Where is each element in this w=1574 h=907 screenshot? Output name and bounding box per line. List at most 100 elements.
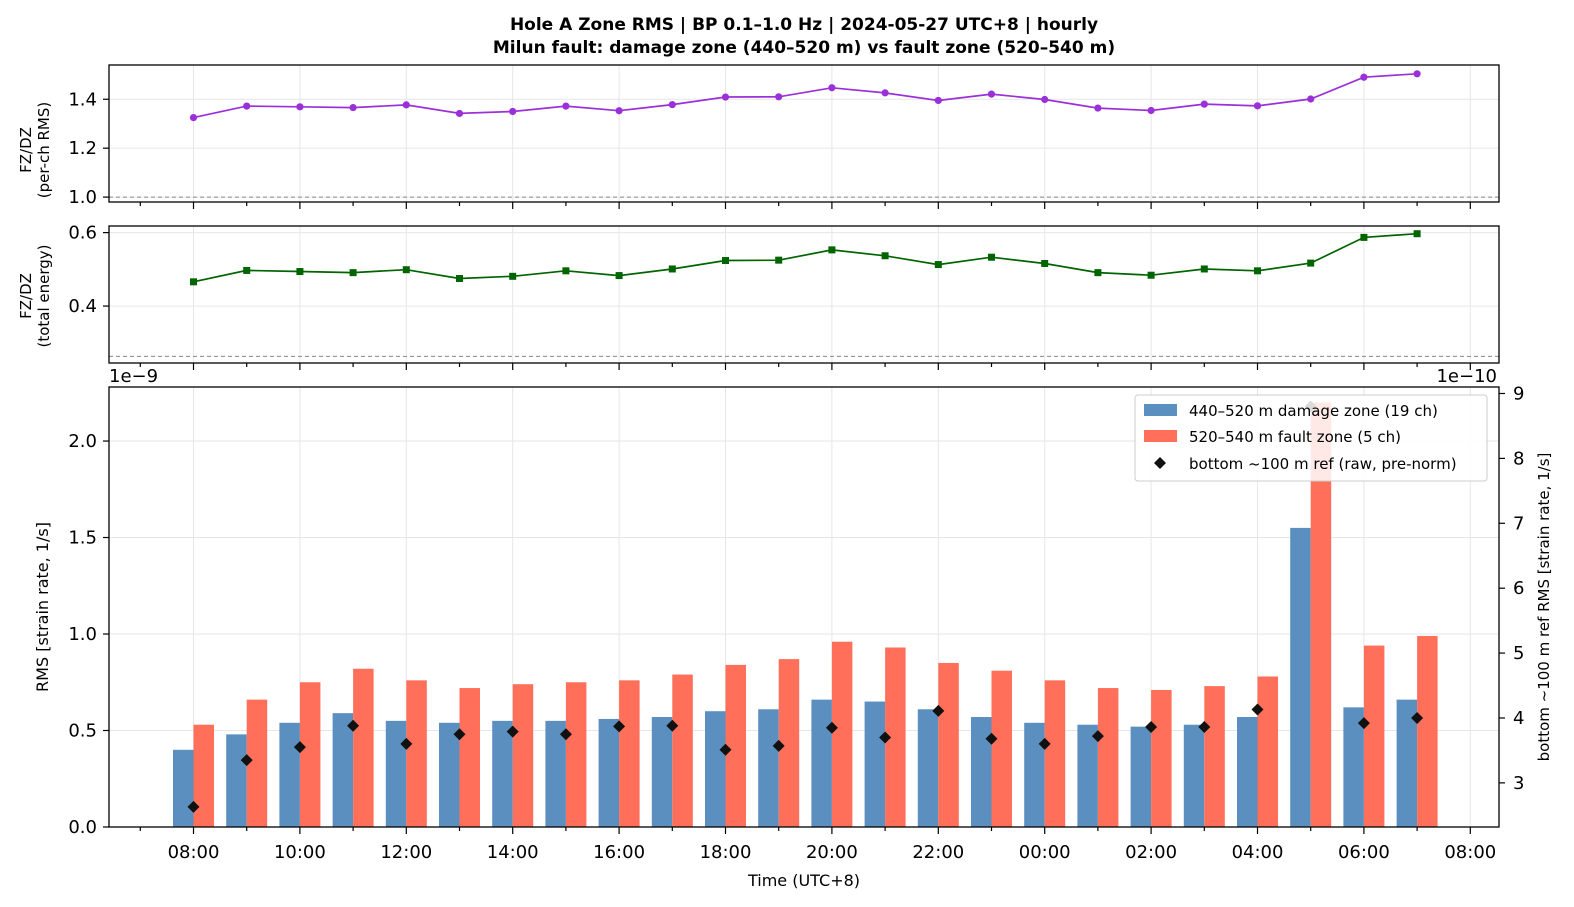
bar-damage-zone — [1130, 726, 1152, 827]
bar-fault-zone — [672, 674, 693, 827]
x-axis-label: Time (UTC+8) — [747, 871, 860, 890]
bar-damage-zone — [279, 722, 300, 827]
bottom-ref-point — [400, 737, 413, 750]
x-tick-label: 20:00 — [806, 842, 858, 863]
bar-fault-zone — [1310, 402, 1332, 827]
bar-fault-zone — [299, 682, 321, 827]
ratio-rms-ylabel-line1: FZ/DZ — [17, 127, 35, 173]
data-point — [562, 102, 570, 110]
data-point — [828, 84, 836, 92]
ratio-energy-panel: 0.4 0.6 FZ/DZ (total energy) — [17, 223, 1500, 370]
ratio-rms-ylabel-line2: (per-ch RMS) — [35, 102, 53, 198]
data-point — [456, 275, 463, 283]
zone-rms-panel: 0.0 0.5 1.0 1.5 2.0 3 4 5 6 7 8 9 08:00 10:00 12:00 1… — [33, 366, 1553, 890]
bottom-ref-point — [1357, 717, 1370, 730]
data-point — [1094, 104, 1102, 112]
data-point — [934, 261, 942, 269]
ratio-energy-grid — [109, 226, 1499, 363]
legend-label-damage-zone: 440–520 m damage zone (19 ch) — [1189, 402, 1438, 420]
bar-fault-zone — [246, 699, 268, 827]
bar-fault-zone — [885, 647, 906, 827]
data-point — [1041, 95, 1049, 104]
y2-tick-label: 6 — [1513, 578, 1524, 599]
figure-title-line1: Hole A Zone RMS | BP 0.1–1.0 Hz | 2024-0… — [510, 15, 1098, 35]
data-point — [934, 96, 942, 105]
bar-damage-zone — [226, 734, 247, 827]
data-point — [1360, 233, 1368, 241]
y-tick-label: 1.5 — [68, 528, 97, 549]
y2-tick-label: 9 — [1513, 383, 1524, 404]
bar-fault-zone — [1044, 680, 1066, 827]
y2-tick-label: 7 — [1513, 513, 1524, 534]
bar-fault-zone — [459, 688, 480, 827]
data-point — [881, 89, 889, 97]
zone-rms-y2-ticks: 3 4 5 6 7 8 9 — [1499, 383, 1524, 794]
data-point — [562, 267, 570, 275]
series-line — [193, 72, 1418, 119]
data-point — [296, 268, 304, 276]
legend: 440–520 m damage zone (19 ch) 520–540 m … — [1134, 394, 1488, 482]
bar-fault-zone — [725, 664, 746, 827]
legend-marker-bottom-ref — [1154, 457, 1166, 469]
bar-damage-zone — [1237, 717, 1258, 827]
ratio-rms-panel: 1.0 1.2 1.4 FZ/DZ (per-ch RMS) — [17, 64, 1500, 209]
y-tick-label: 2.0 — [68, 431, 97, 452]
x-tick-label: 16:00 — [593, 842, 645, 863]
y-tick-label: 1.0 — [68, 187, 97, 208]
ratio-energy-frame — [108, 225, 1500, 364]
data-point — [1307, 259, 1315, 267]
legend-swatch-fault-zone — [1144, 430, 1177, 442]
bottom-ref-point — [1198, 721, 1211, 734]
bar-damage-zone — [439, 722, 460, 827]
x-tick-label: 10:00 — [274, 842, 326, 863]
bar-damage-zone — [1290, 527, 1311, 827]
data-point — [828, 246, 836, 254]
y-tick-label: 0.5 — [68, 721, 97, 742]
ratio-energy-ylabel-line2: (total energy) — [35, 244, 53, 347]
bar-fault-zone — [1363, 645, 1385, 827]
y2-tick-label: 4 — [1513, 708, 1524, 729]
data-point — [1413, 230, 1421, 238]
ratio-rms-y-ticks: 1.0 1.2 1.4 — [68, 89, 109, 208]
bar-damage-zone — [1183, 724, 1205, 827]
bottom-ref-point — [932, 704, 945, 717]
data-point — [349, 103, 357, 112]
data-point — [509, 107, 517, 116]
bar-damage-zone — [811, 699, 832, 827]
x-tick-label: 18:00 — [700, 842, 752, 863]
data-point — [1200, 265, 1208, 273]
bar-fault-zone — [353, 668, 374, 827]
data-point — [668, 101, 676, 109]
data-point — [509, 272, 517, 280]
y2-tick-label: 8 — [1513, 448, 1524, 469]
data-point — [615, 107, 623, 115]
bar-damage-zone — [1343, 707, 1364, 827]
data-point — [243, 102, 251, 110]
bar-damage-zone — [651, 717, 673, 827]
bar-damage-zone — [1396, 699, 1418, 827]
zone-rms-y2label: bottom ~100 m ref RMS [strain rate, 1/s] — [1535, 453, 1553, 762]
y-tick-label: 0.0 — [68, 817, 97, 838]
bar-fault-zone — [512, 684, 534, 827]
y-offset-right: 1e−10 — [1436, 366, 1497, 387]
y2-tick-label: 5 — [1513, 643, 1524, 664]
zone-rms-frame — [108, 386, 1500, 828]
bar-fault-zone — [1204, 686, 1225, 827]
x-tick-label: 08:00 — [168, 842, 220, 863]
bar-damage-zone — [173, 749, 194, 827]
ratio-energy-series — [190, 230, 1421, 286]
bar-fault-zone — [1257, 676, 1278, 827]
series-line — [193, 232, 1418, 283]
data-point — [1041, 259, 1049, 267]
bar-damage-zone — [758, 709, 779, 827]
data-point — [455, 109, 464, 118]
bar-damage-zone — [545, 720, 566, 827]
bottom-ref-point — [240, 754, 253, 767]
bar-damage-zone — [385, 720, 407, 827]
bottom-ref-point — [1038, 737, 1051, 750]
bar-damage-zone — [1077, 724, 1098, 827]
bar-fault-zone — [778, 659, 800, 827]
bar-damage-zone — [492, 720, 513, 827]
ratio-energy-x-ticks — [139, 363, 1471, 370]
